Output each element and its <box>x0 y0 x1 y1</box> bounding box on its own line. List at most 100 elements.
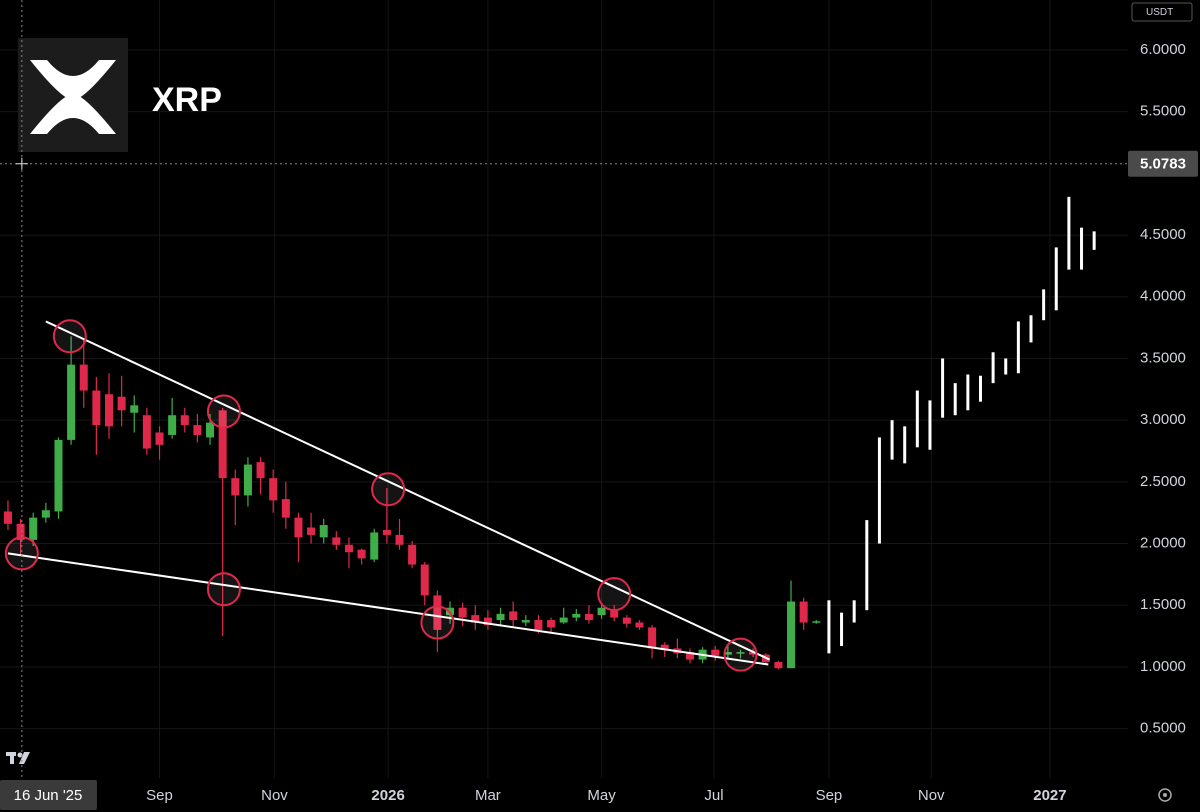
candle-body <box>458 607 467 618</box>
highlight-circle <box>52 319 87 354</box>
y-tick-label: 4.0000 <box>1140 288 1186 305</box>
projection-bar <box>953 383 957 416</box>
projection-bar <box>890 420 894 460</box>
x-tick-label: 2026 <box>371 787 404 804</box>
currency-box <box>1131 2 1193 22</box>
projection-bar <box>877 437 881 544</box>
projection-bar <box>903 426 907 464</box>
candle-body <box>130 405 139 413</box>
candle-body <box>29 517 38 540</box>
candle-body <box>269 478 278 501</box>
projection-bar <box>991 352 995 384</box>
candle-body <box>67 364 76 440</box>
y-tick-label: 1.0000 <box>1140 658 1186 675</box>
candle-body <box>559 617 568 623</box>
projection-bar <box>1004 358 1008 375</box>
y-tick-label: 1.5000 <box>1140 596 1186 613</box>
candle-body <box>711 649 720 656</box>
price-label-box <box>1128 150 1198 177</box>
candle-body <box>180 415 189 426</box>
candle-body <box>584 613 593 621</box>
projection-bar <box>1016 321 1020 374</box>
y-tick-label: 6.0000 <box>1140 41 1186 58</box>
candle-body <box>799 601 808 623</box>
candle-body <box>231 478 240 496</box>
projection-bar <box>915 390 919 448</box>
trendline <box>45 320 770 661</box>
candle-body <box>572 613 581 618</box>
projection-bar <box>978 375 982 402</box>
candle-body <box>319 525 328 538</box>
chart-title: XRP <box>152 81 222 119</box>
candle-body <box>812 621 821 623</box>
candle-body <box>370 532 379 560</box>
candle-body <box>509 611 518 621</box>
candle-body <box>168 415 177 435</box>
candle-body <box>787 601 796 669</box>
candle-body <box>496 613 505 621</box>
candle-body <box>660 644 669 650</box>
x-tick-label: 2027 <box>1033 787 1066 804</box>
trendline <box>7 552 769 666</box>
x-tick-label: Mar <box>475 787 501 804</box>
y-tick-label: 0.5000 <box>1140 720 1186 737</box>
x-tick-label: Jul <box>704 787 723 804</box>
candle-body <box>749 652 758 655</box>
projection-bar <box>1029 315 1033 343</box>
highlight-circle <box>4 536 39 571</box>
candle-body <box>685 652 694 660</box>
candle-body <box>597 607 606 616</box>
candle-body <box>281 499 290 518</box>
projection-bar <box>827 600 831 654</box>
x-tick-label: Sep <box>816 787 843 804</box>
candle-body <box>736 652 745 654</box>
projection-bar <box>1042 289 1046 321</box>
candle-body <box>243 464 252 496</box>
date-label: 16 Jun '25 <box>14 787 83 804</box>
x-tick-label: Sep <box>146 787 173 804</box>
candle-body <box>294 517 303 538</box>
projection-bar <box>865 520 869 611</box>
y-tick-label: 2.5000 <box>1140 473 1186 490</box>
crosshair-cursor <box>15 157 28 170</box>
projection-bar <box>941 358 945 418</box>
currency-label: USDT <box>1146 7 1173 18</box>
candle-body <box>104 394 113 427</box>
logo <box>18 38 128 152</box>
candle-body <box>547 620 556 628</box>
candle-body <box>521 620 530 623</box>
highlight-circle <box>723 637 758 672</box>
candle-body <box>382 529 391 535</box>
highlight-circle <box>420 605 455 640</box>
projection-bar <box>1067 196 1071 270</box>
candle-body <box>610 610 619 618</box>
candle-body <box>54 439 63 512</box>
candle-body <box>648 627 657 649</box>
x-tick-label: Nov <box>261 787 288 804</box>
candle-body <box>218 410 227 479</box>
candle-body <box>635 622 644 628</box>
candle-body <box>41 510 50 518</box>
projection-bar <box>1092 231 1096 250</box>
y-tick-label: 4.5000 <box>1140 226 1186 243</box>
y-tick-label: 3.5000 <box>1140 349 1186 366</box>
candle-body <box>307 527 316 535</box>
settings-icon-dot <box>1163 793 1167 797</box>
projection-bar <box>840 612 844 646</box>
candle-body <box>117 396 126 411</box>
price-label: 5.0783 <box>1140 156 1186 173</box>
y-tick-label: 2.0000 <box>1140 535 1186 552</box>
settings-icon[interactable] <box>1158 788 1172 802</box>
y-tick-label: 5.5000 <box>1140 103 1186 120</box>
candle-body <box>16 523 25 540</box>
candle-body <box>344 544 353 553</box>
candle-body <box>433 595 442 630</box>
candle-body <box>79 364 88 391</box>
projection-bar <box>966 374 970 411</box>
x-tick-label: Nov <box>918 787 945 804</box>
candle-body <box>256 462 265 479</box>
highlight-circle <box>206 394 241 429</box>
candle-body <box>471 615 480 623</box>
